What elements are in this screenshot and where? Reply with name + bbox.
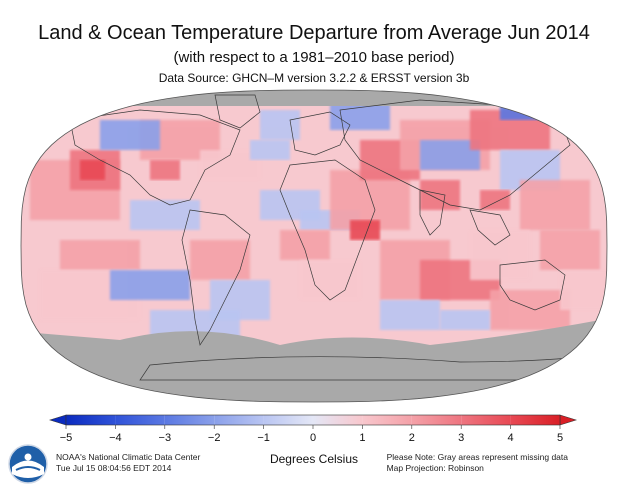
anomaly-cell bbox=[490, 290, 570, 330]
colorbar-tick-label: −1 bbox=[257, 432, 270, 444]
map-title: Land & Ocean Temperature Departure from … bbox=[38, 22, 590, 44]
colorbar-tick-label: 2 bbox=[409, 432, 415, 444]
colorbar-tick-label: 5 bbox=[557, 432, 563, 444]
colorbar-tick-label: 0 bbox=[310, 432, 316, 444]
colorbar-low-arrow bbox=[48, 414, 67, 426]
colorbar-units-label: Degrees Celsius bbox=[269, 452, 359, 466]
continent-south-america bbox=[181, 209, 251, 346]
colorbar-segment bbox=[164, 415, 215, 425]
continent-europe bbox=[289, 111, 351, 156]
footer-left: NOAA's National Climatic Data Center Tue… bbox=[56, 452, 200, 474]
colorbar-segment bbox=[461, 415, 511, 425]
anomaly-cell bbox=[110, 270, 190, 300]
colorbar-tick-label: 4 bbox=[508, 432, 514, 444]
colorbar-segment bbox=[115, 415, 165, 425]
anomaly-cell bbox=[260, 110, 300, 140]
colorbar-segment bbox=[214, 415, 264, 425]
colorbar-ticks: −5 −4 −3 −2 −1 0 1 2 3 4 5 bbox=[60, 425, 563, 444]
colorbar-tick-label: 3 bbox=[458, 432, 464, 444]
continent-se-asia bbox=[469, 209, 511, 246]
colorbar-segment bbox=[263, 415, 313, 425]
anomaly-cell bbox=[100, 120, 160, 150]
colorbar-tick-label: −3 bbox=[159, 432, 172, 444]
footer-right: Please Note: Gray areas represent missin… bbox=[387, 452, 568, 474]
continent-africa bbox=[279, 159, 376, 301]
footer-note: Please Note: Gray areas represent missin… bbox=[386, 452, 568, 462]
footer-timestamp: Tue Jul 15 08:04:56 EDT 2014 bbox=[56, 463, 172, 473]
map-subtitle: (with respect to a 1981–2010 base period… bbox=[173, 49, 455, 66]
colorbar-tick-label: −4 bbox=[109, 432, 122, 444]
data-source: Data Source: GHCN–M version 3.2.2 & ERSS… bbox=[158, 71, 470, 85]
colorbar-segment bbox=[510, 415, 560, 425]
anomaly-cell bbox=[150, 160, 180, 180]
anomaly-cell bbox=[280, 230, 330, 260]
anomaly-cell bbox=[520, 180, 590, 230]
colorbar-tick-label: −5 bbox=[60, 432, 73, 444]
anomaly-cell bbox=[60, 240, 140, 270]
footer-agency: NOAA's National Climatic Data Center bbox=[56, 452, 201, 462]
colorbar-segment bbox=[66, 415, 116, 425]
colorbar-segment bbox=[362, 415, 412, 425]
continent-north-america bbox=[69, 109, 241, 206]
colorbar-segment bbox=[411, 415, 462, 425]
colorbar-tick-label: −2 bbox=[208, 432, 221, 444]
colorbar-segment bbox=[313, 415, 363, 425]
colorbar-tick-label: 1 bbox=[359, 432, 365, 444]
continent-india bbox=[419, 189, 446, 236]
anomaly-cell bbox=[250, 140, 290, 160]
anomaly-cell bbox=[440, 310, 490, 330]
colorbar-high-arrow bbox=[559, 414, 578, 426]
continent-greenland bbox=[214, 94, 261, 129]
anomaly-cell bbox=[190, 240, 250, 280]
anomaly-cell bbox=[350, 220, 380, 240]
anomaly-cell bbox=[420, 180, 460, 210]
noaa-logo bbox=[8, 444, 48, 489]
globe-border bbox=[20, 89, 608, 403]
anomaly-cell bbox=[80, 160, 105, 180]
continent-australia bbox=[499, 259, 566, 311]
anomaly-cell bbox=[380, 300, 440, 330]
anomaly-cell bbox=[480, 190, 510, 210]
colorbar-cells bbox=[48, 414, 578, 426]
footer-projection: Map Projection: Robinson bbox=[386, 463, 484, 473]
anomaly-cell bbox=[560, 270, 607, 310]
